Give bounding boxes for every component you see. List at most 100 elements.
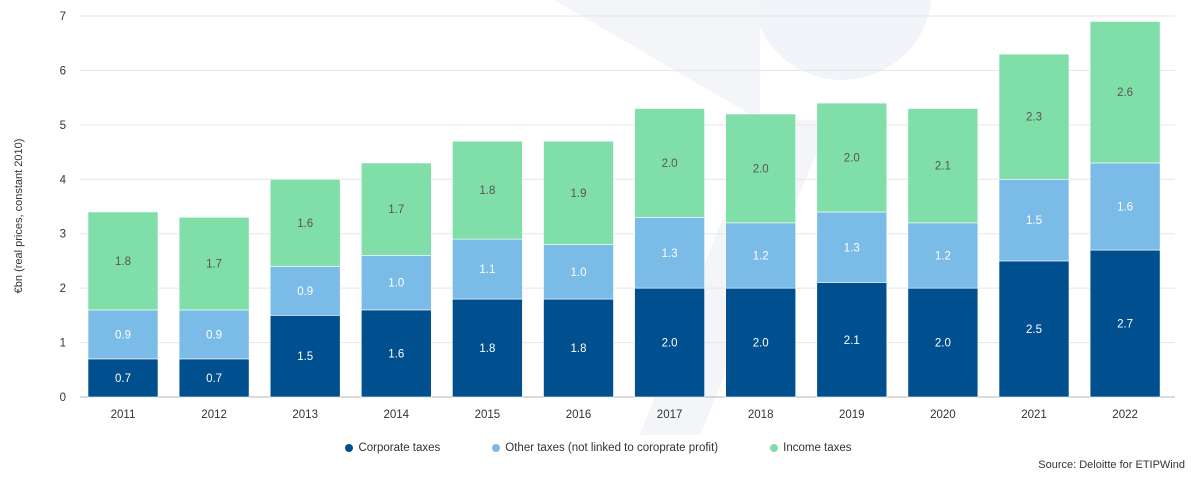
y-tick-label: 4 (60, 174, 67, 186)
bar-segment (907, 108, 979, 224)
bar-segment (725, 222, 797, 289)
x-tick-label: 2019 (839, 409, 865, 421)
bar-segment (816, 211, 888, 283)
bar-segment (87, 211, 159, 311)
data-label: 2.1 (844, 335, 860, 347)
x-tick-label: 2011 (111, 409, 136, 421)
x-tick-label: 2021 (1021, 409, 1047, 421)
x-tick-label: 2013 (292, 409, 318, 421)
bar-segment (452, 140, 523, 240)
data-label: 1.8 (571, 343, 587, 355)
bar-segment (360, 255, 432, 311)
bar-segment (634, 217, 705, 289)
x-axis-ticks: 2011 2012 2013 2014 2015 2016 2017 2018 2019 2020… (111, 409, 1138, 421)
bar-segment (178, 358, 250, 398)
bars: 0.7 0.9 1.8 0.7 0.9 1.7 1.5 0.9 1.6 1.6 1.0 1.7 1.8 1… (87, 21, 1161, 398)
data-label: 1.0 (571, 267, 587, 279)
bar-segment (907, 222, 979, 289)
data-label: 2.3 (1026, 112, 1042, 124)
legend-item: Corporate taxes (345, 438, 440, 458)
data-label: 1.7 (388, 204, 404, 216)
bar-segment (178, 217, 250, 311)
data-label: 2.5 (1026, 324, 1042, 336)
data-label: 1.2 (753, 250, 769, 262)
data-label: 1.0 (388, 278, 404, 290)
data-label: 2.0 (753, 338, 769, 350)
data-label: 2.0 (662, 158, 678, 170)
data-label: 0.9 (297, 286, 313, 298)
bar-segment (269, 315, 341, 398)
bar-segment (87, 358, 159, 398)
data-label: 1.3 (844, 242, 860, 254)
data-label: 1.6 (388, 348, 404, 360)
bar-segment (452, 298, 523, 398)
legend-swatch (770, 444, 779, 452)
data-label: 1.9 (571, 188, 587, 200)
gridlines (80, 15, 1175, 398)
legend: Corporate taxes Other taxes (not linked t… (0, 438, 1197, 458)
y-tick-label: 5 (60, 120, 66, 132)
bar-segment (178, 309, 250, 360)
data-label: 1.8 (479, 185, 495, 197)
legend-swatch (492, 444, 501, 452)
legend-item: Other taxes (not linked to coroprate pro… (492, 438, 718, 458)
x-tick-label: 2016 (566, 409, 592, 421)
data-label: 2.0 (662, 338, 678, 350)
bar-segment (452, 238, 523, 300)
data-label: 1.8 (479, 343, 495, 355)
data-label: 1.3 (662, 248, 678, 260)
data-label: 1.6 (1117, 202, 1133, 214)
legend-item: Income taxes (770, 438, 852, 458)
legend-swatch (345, 444, 354, 452)
bar-segment (543, 140, 614, 245)
x-tick-label: 2022 (1112, 409, 1138, 421)
y-tick-label: 6 (60, 65, 66, 77)
bar-segment (543, 298, 614, 398)
data-label: 2.0 (844, 153, 860, 165)
bar-segment (269, 266, 341, 316)
data-label: 2.0 (935, 338, 951, 350)
bar-segment (634, 287, 705, 398)
data-label: 0.7 (206, 373, 222, 385)
y-tick-label: 1 (60, 338, 66, 350)
bar-segment (816, 102, 888, 213)
bar-segment (87, 309, 159, 360)
bar-segment (269, 178, 341, 267)
bar-segment (998, 178, 1070, 262)
data-label: 1.5 (297, 351, 313, 363)
y-axis-label: €bn (real prices, constant 2010) (13, 139, 25, 294)
legend-label: Income taxes (783, 442, 852, 454)
y-tick-label: 3 (60, 229, 66, 241)
data-label: 0.9 (115, 329, 131, 341)
data-label: 1.5 (1026, 215, 1042, 227)
data-label: 2.7 (1117, 319, 1133, 331)
data-label: 1.6 (297, 218, 313, 230)
x-tick-label: 2014 (384, 409, 410, 421)
data-label: 0.7 (115, 373, 131, 385)
x-tick-label: 2017 (657, 409, 683, 421)
data-label: 1.1 (479, 264, 495, 276)
bar-segment (1089, 21, 1161, 164)
y-tick-label: 2 (60, 283, 66, 295)
x-tick-label: 2020 (930, 409, 956, 421)
bar-segment (998, 53, 1070, 180)
y-axis-ticks: 0 1 2 3 4 5 6 7 (60, 11, 67, 404)
data-label: 1.7 (206, 259, 222, 271)
data-label: 1.2 (935, 250, 951, 262)
bar-segment (1089, 162, 1161, 251)
source-note: Source: Deloitte for ETIPWind (1038, 459, 1185, 471)
x-tick-label: 2012 (201, 409, 227, 421)
bar-segment (543, 244, 614, 300)
y-tick-label: 7 (60, 11, 66, 23)
bar-segment (634, 108, 705, 218)
data-label: 0.9 (206, 329, 222, 341)
bar-segment (725, 113, 797, 224)
bar-segment (360, 162, 432, 256)
data-label: 1.8 (115, 256, 131, 268)
data-label: 2.0 (753, 163, 769, 175)
y-tick-label: 0 (60, 392, 66, 404)
bar-segment (998, 260, 1070, 398)
chart-canvas: 0 1 2 3 4 5 6 7 0.7 0.9 1.8 0.7 0.9 1.7 1.5 0.9 1.6 1.6 1… (13, 0, 1175, 435)
legend-label: Corporate taxes (358, 442, 441, 454)
